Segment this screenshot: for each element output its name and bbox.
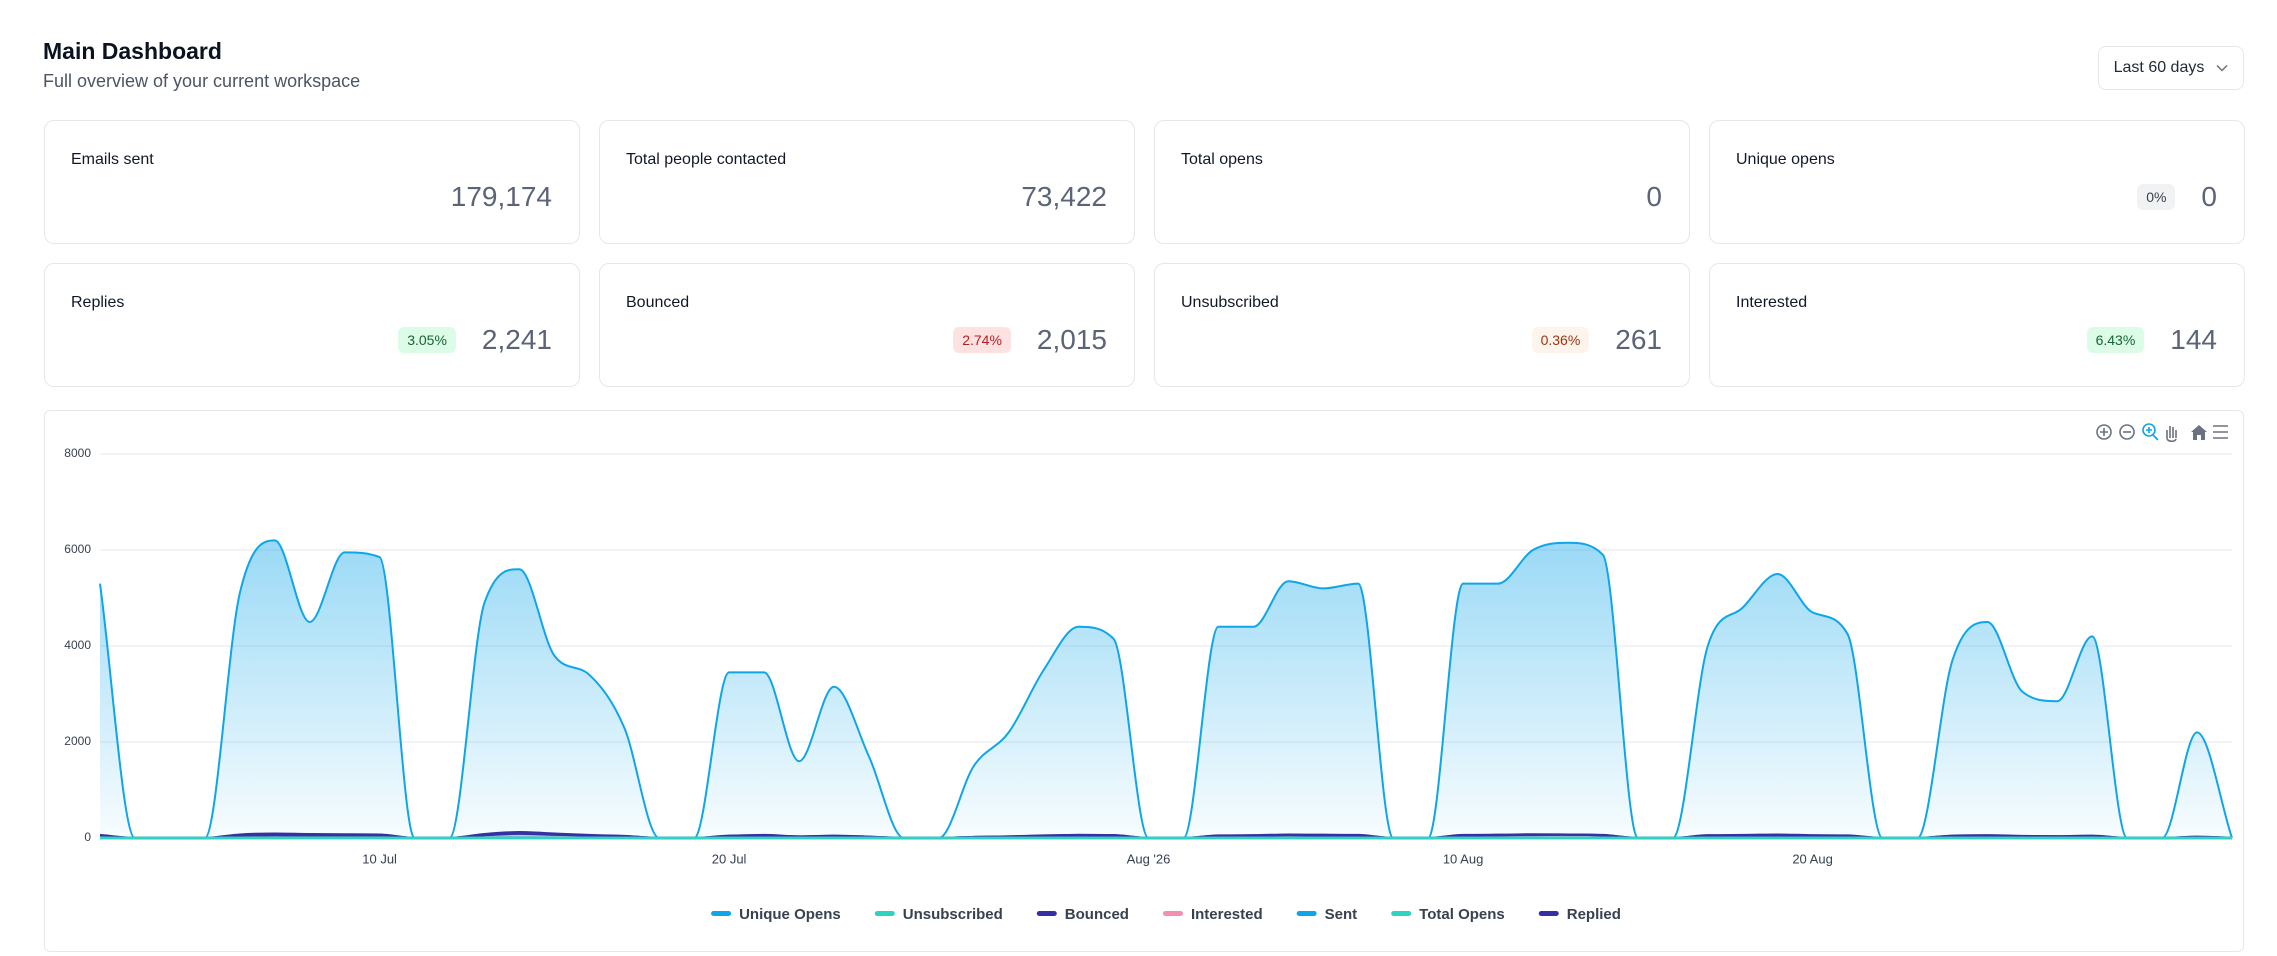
stat-value: 144: [2170, 324, 2217, 355]
stat-label: Interested: [1736, 294, 1808, 311]
y-tick-label: 2000: [64, 734, 91, 748]
chart-card: 0 2000 4000 6000 8000 10 Jul 20 Jul Aug '26 10 A…: [44, 410, 2244, 952]
stat-badge: 0%: [2137, 184, 2176, 210]
stat-row: 6.43% 144: [2086, 324, 2217, 356]
stat-label: Bounced: [626, 294, 690, 311]
legend-swatch: [1538, 911, 1559, 916]
stat-row: 73,422: [1021, 181, 1107, 213]
stat-row: 179,174: [451, 181, 552, 213]
zoom-out-button[interactable]: [2119, 424, 2135, 440]
y-tick-label: 4000: [64, 638, 91, 652]
x-tick-label: 10 Aug: [1443, 851, 1484, 866]
stat-card: Total people contacted 73,422: [599, 120, 1135, 244]
legend-label: Bounced: [1065, 906, 1129, 923]
stat-label: Emails sent: [71, 151, 154, 168]
legend-swatch: [1391, 911, 1412, 916]
stat-badge: 2.74%: [953, 327, 1011, 353]
stat-row: 2.74% 2,015: [953, 324, 1107, 356]
stat-card: Unsubscribed 0.36% 261: [1154, 263, 1690, 387]
menu-button[interactable]: [2213, 425, 2228, 439]
selection-zoom-button[interactable]: [2142, 423, 2159, 441]
legend-label: Unsubscribed: [903, 906, 1003, 923]
stat-value: 2,241: [481, 324, 552, 355]
chevron-icon: [2216, 64, 2228, 72]
legend-swatch: [1036, 911, 1057, 916]
y-tick-label: 0: [84, 830, 91, 844]
stat-card: Total opens 0: [1154, 120, 1690, 244]
legend-item: Bounced: [1036, 906, 1129, 923]
legend-item: Sent: [1296, 906, 1358, 923]
stat-row: 0.36% 261: [1531, 324, 1662, 356]
legend-item: Unique Opens: [711, 906, 841, 923]
legend-swatch: [874, 911, 895, 916]
legend-item: Interested: [1162, 906, 1263, 923]
legend: Unique Opens Unsubscribed Bounced Intereste…: [711, 906, 1621, 923]
series-area: [100, 540, 2232, 838]
legend-label: Replied: [1567, 906, 1621, 923]
stat-badge: 6.43%: [2086, 327, 2145, 353]
stat-label: Unique opens: [1736, 151, 1835, 168]
stat-label: Replies: [71, 294, 125, 311]
x-tick-label: Aug '26: [1127, 851, 1171, 866]
stat-value: 2,015: [1036, 324, 1107, 355]
stat-badge: 0.36%: [1531, 327, 1590, 353]
stat-label: Unsubscribed: [1181, 294, 1279, 311]
legend-label: Interested: [1191, 906, 1263, 923]
stat-value: 73,422: [1021, 181, 1107, 212]
legend-swatch: [711, 911, 732, 916]
chart-toolbar: [2096, 423, 2228, 443]
date-range-dropdown[interactable]: Last 60 days: [2098, 46, 2244, 90]
stat-row: 3.05% 2,241: [398, 324, 552, 356]
pan-button[interactable]: [2166, 426, 2177, 443]
stat-badge: 3.05%: [398, 327, 456, 353]
series-line: [99, 539, 2233, 839]
stat-label: Total people contacted: [626, 151, 787, 168]
stat-row: 0: [1646, 181, 1662, 213]
y-tick-label: 8000: [64, 446, 91, 460]
legend-item: Replied: [1538, 906, 1621, 923]
reset-button[interactable]: [2191, 425, 2207, 440]
legend-label: Total Opens: [1419, 906, 1505, 923]
stat-card: Bounced 2.74% 2,015: [599, 263, 1135, 387]
date-range-label: Last 60 days: [2113, 59, 2205, 76]
stat-card: Unique opens 0% 0: [1709, 120, 2245, 244]
x-tick-label: 10 Jul: [362, 851, 397, 866]
stat-value: 0: [2201, 181, 2217, 212]
zoom-in-button[interactable]: [2096, 424, 2112, 440]
x-tick-label: 20 Jul: [712, 851, 747, 866]
legend-label: Unique Opens: [739, 906, 841, 923]
legend-item: Total Opens: [1391, 906, 1505, 923]
legend-label: Sent: [1325, 906, 1358, 923]
stat-value: 179,174: [450, 181, 552, 212]
legend-swatch: [1296, 911, 1317, 916]
chart: 0 2000 4000 6000 8000 10 Jul 20 Jul Aug '26 10 A…: [64, 423, 2233, 923]
legend-item: Unsubscribed: [874, 906, 1003, 923]
page-title: Main Dashboard: [43, 38, 222, 64]
y-tick-label: 6000: [64, 542, 91, 556]
stat-row: 0% 0: [2137, 181, 2217, 213]
stat-value: 261: [1615, 324, 1662, 355]
stat-card: Replies 3.05% 2,241: [44, 263, 580, 387]
stat-value: 0: [1646, 181, 1662, 212]
stat-card: Emails sent 179,174: [44, 120, 580, 244]
page-subtitle: Full overview of your current workspace: [43, 71, 361, 91]
legend-swatch: [1162, 911, 1183, 916]
x-tick-label: 20 Aug: [1792, 851, 1833, 866]
stat-card: Interested 6.43% 144: [1709, 263, 2245, 387]
stat-label: Total opens: [1181, 151, 1263, 168]
